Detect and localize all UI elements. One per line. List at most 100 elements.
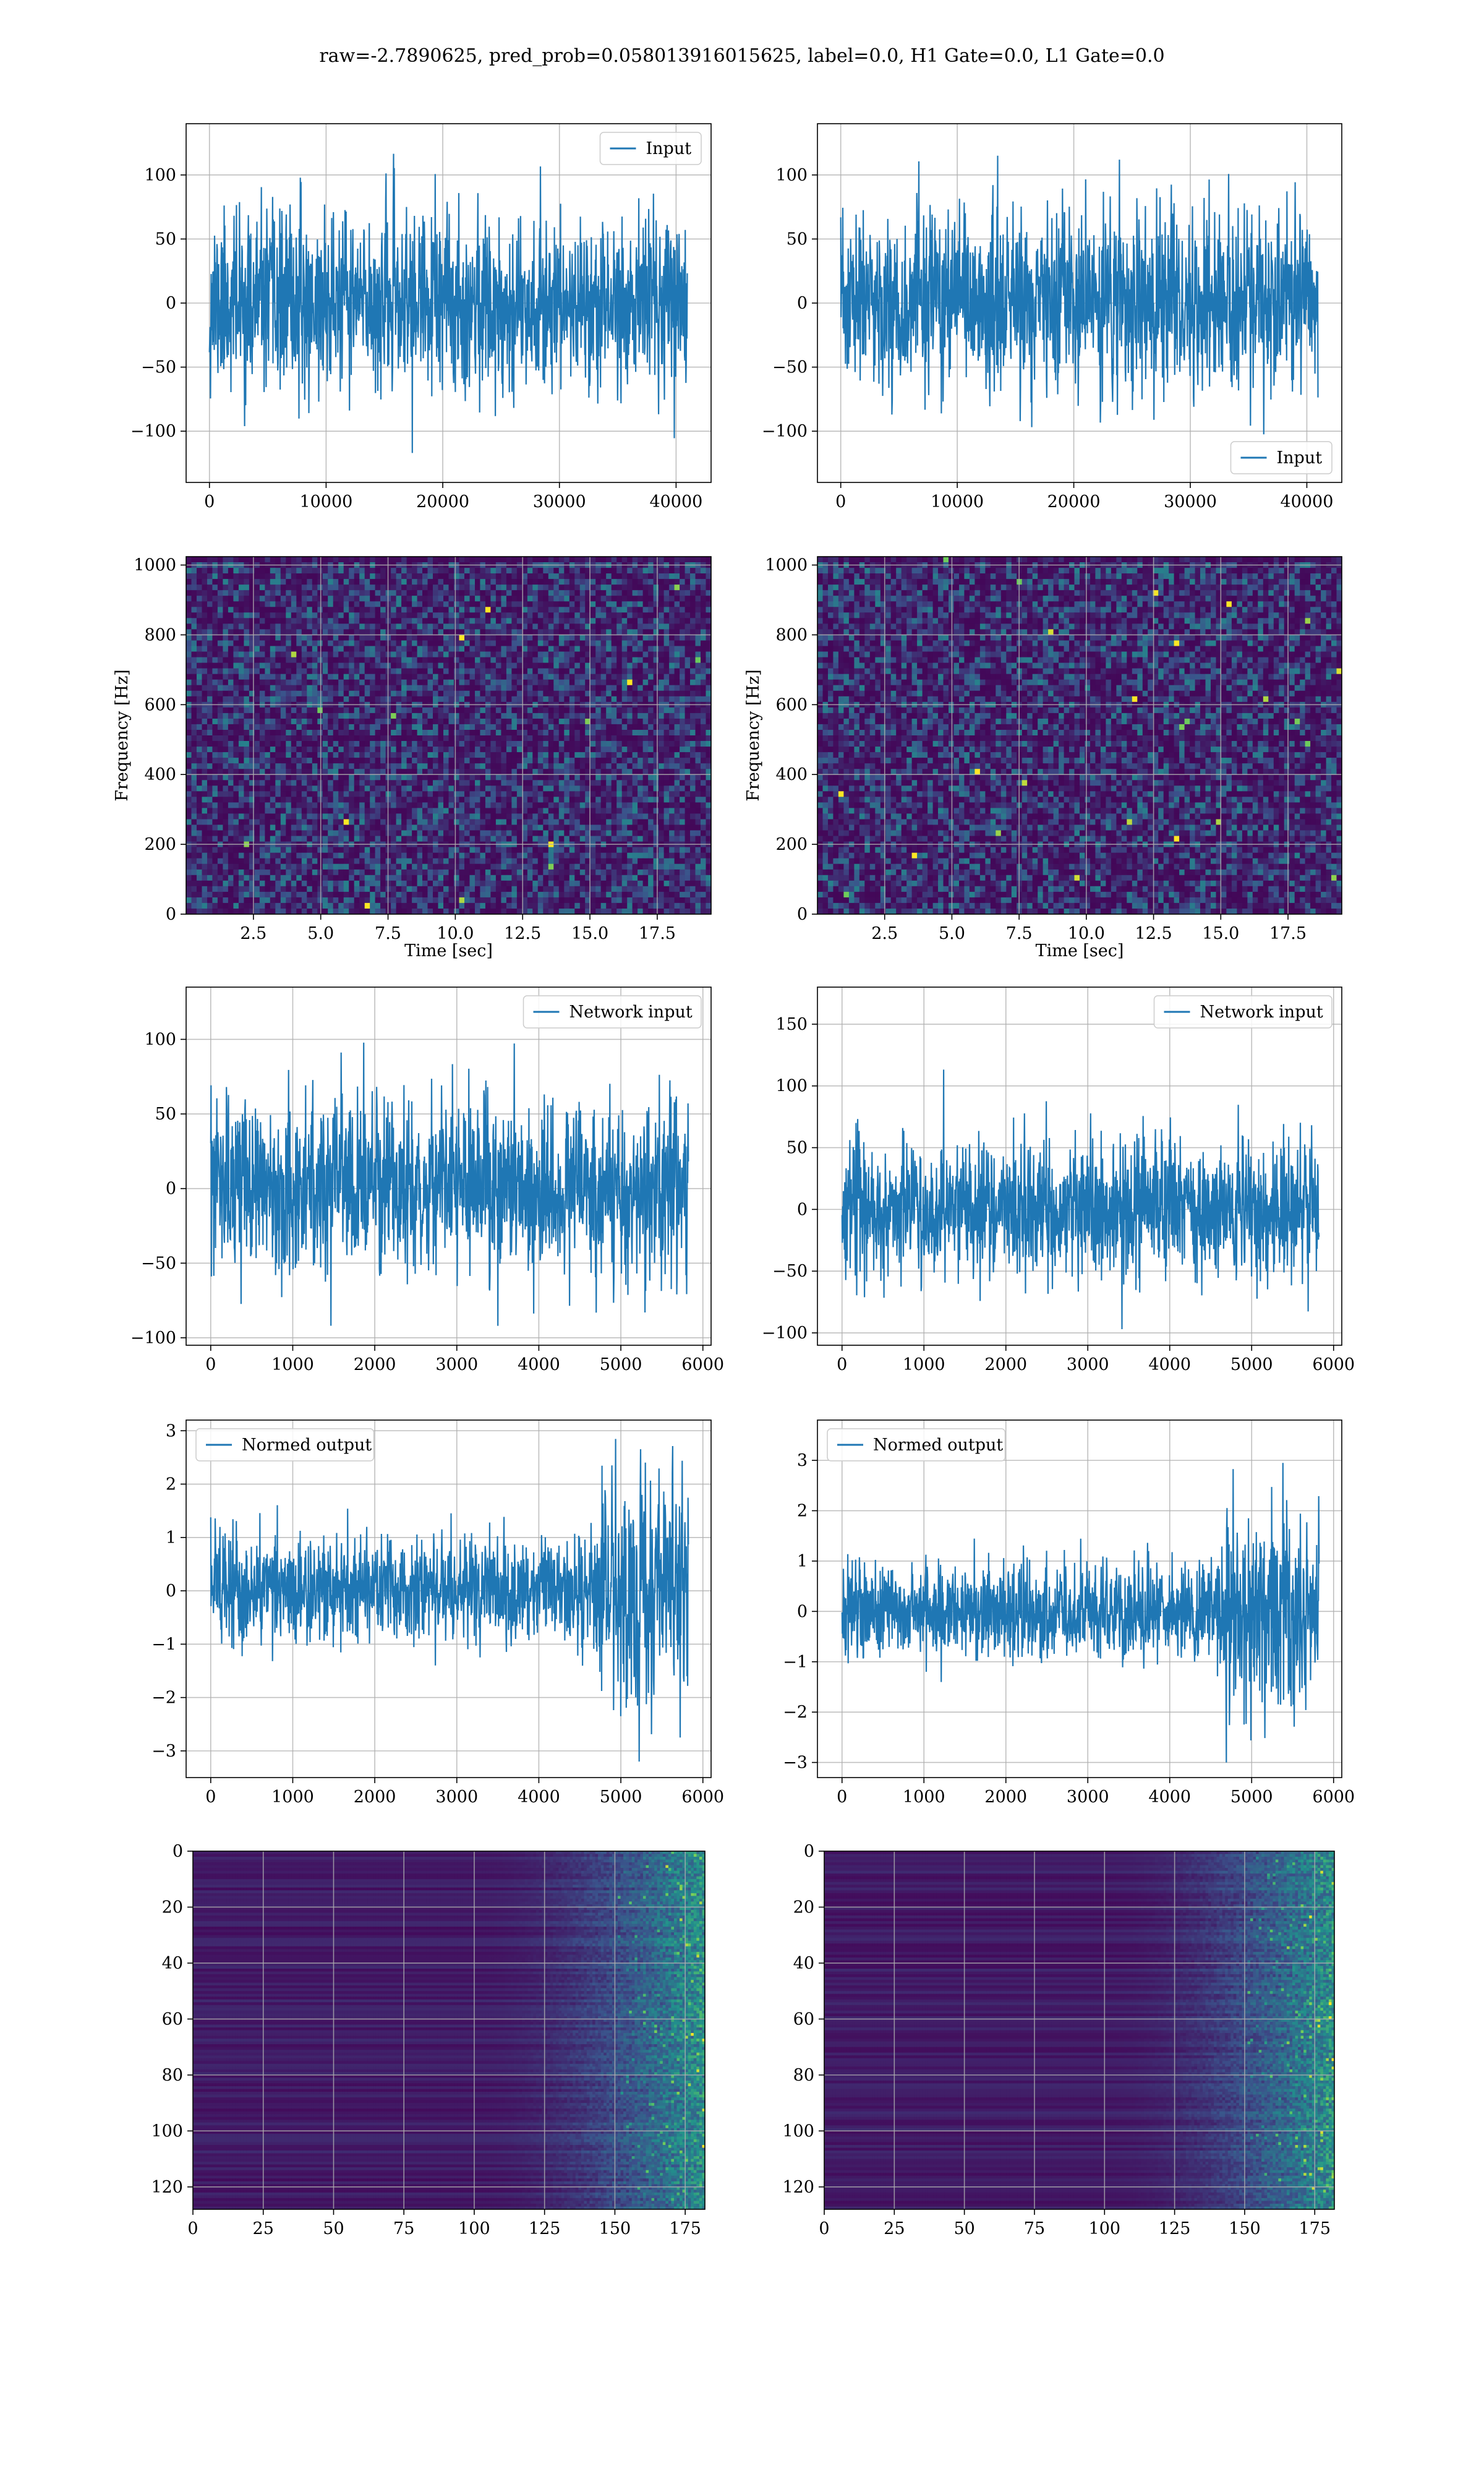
spectrogram-cell — [375, 808, 381, 814]
spectrogram-cell — [511, 651, 518, 658]
spectrogram-cell — [422, 601, 429, 607]
spectrogram-cell — [469, 640, 475, 647]
spectrogram-cell — [254, 808, 260, 814]
spectrogram-cell — [532, 685, 539, 691]
spectrogram-cell — [632, 780, 638, 786]
spectrogram-cell — [616, 819, 623, 826]
spectrogram-cell — [433, 579, 439, 585]
spectrogram-cell — [443, 797, 450, 803]
spectrogram-cell — [412, 763, 418, 769]
spectrogram-cell — [627, 707, 633, 714]
spectrogram-cell — [527, 557, 533, 563]
spectrogram-cell — [427, 685, 433, 691]
spectrogram-cell — [244, 713, 250, 719]
spectrogram-cell — [553, 741, 560, 747]
spectrogram-cell — [359, 713, 365, 719]
spectrogram-cell — [611, 668, 617, 675]
spectrogram-cell — [674, 813, 680, 820]
spectrogram-cell — [590, 785, 596, 792]
spectrogram-cell — [653, 635, 659, 641]
spectrogram-cell — [469, 579, 475, 585]
spectrogram-cell — [391, 785, 397, 792]
spectrogram-cell — [475, 824, 481, 831]
spectrogram-cell — [443, 629, 450, 635]
spectrogram-cell — [522, 573, 528, 580]
spectrogram-cell — [343, 657, 349, 664]
spectrogram-cell — [621, 607, 628, 613]
spectrogram-cell — [307, 785, 313, 792]
spectrogram-cell — [438, 662, 444, 669]
spectrogram-cell — [364, 662, 370, 669]
spectrogram-cell — [244, 752, 250, 758]
spectrogram-cell — [333, 696, 339, 703]
spectrogram-cell — [475, 802, 481, 808]
spectrogram-cell — [627, 824, 633, 831]
spectrogram-cell — [401, 623, 407, 630]
spectrogram-cell — [191, 802, 197, 808]
spectrogram-cell — [338, 640, 344, 647]
spectrogram-cell — [291, 813, 297, 820]
spectrogram-cell — [501, 774, 507, 781]
spectrogram-cell — [349, 635, 355, 641]
spectrogram-cell — [548, 668, 554, 675]
spectrogram-cell — [312, 635, 318, 641]
spectrogram-cell — [202, 813, 208, 820]
spectrogram-cell — [328, 557, 334, 563]
spectrogram-cell — [270, 785, 276, 792]
spectrogram-cell — [642, 674, 649, 680]
spectrogram-cell — [427, 601, 433, 607]
spectrogram-cell — [595, 579, 602, 585]
spectrogram-cell — [706, 601, 711, 607]
spectrogram-cell — [454, 646, 460, 653]
spectrogram-cell — [254, 557, 260, 563]
spectrogram-cell — [244, 557, 250, 563]
spectrogram-cell — [443, 668, 450, 675]
spectrogram-cell — [569, 657, 575, 664]
spectrogram-cell — [585, 612, 591, 618]
spectrogram-cell — [270, 819, 276, 826]
spectrogram-cell — [680, 651, 686, 658]
spectrogram-cell — [401, 590, 407, 596]
spectrogram-cell — [296, 791, 302, 797]
spectrogram-cell — [663, 584, 670, 591]
spectrogram-cell — [343, 573, 349, 580]
spectrogram-cell — [632, 696, 638, 703]
spectrogram-cell — [422, 696, 429, 703]
spectrogram-cell — [558, 579, 565, 585]
spectrogram-cell — [223, 696, 229, 703]
spectrogram-cell — [417, 579, 423, 585]
spectrogram-cell — [301, 568, 307, 574]
spectrogram-cell — [265, 601, 271, 607]
spectrogram-cell — [233, 752, 239, 758]
spectrogram-cell — [516, 718, 522, 725]
spectrogram-cell — [291, 763, 297, 769]
spectrogram-cell — [648, 741, 654, 747]
spectrogram-cell — [548, 747, 554, 753]
spectrogram-cell — [259, 635, 265, 641]
spectrogram-cell — [259, 797, 265, 803]
spectrogram-cell — [296, 657, 302, 664]
spectrogram-cell — [233, 612, 239, 618]
spectrogram-cell — [606, 824, 612, 831]
spectrogram-cell — [648, 718, 654, 725]
spectrogram-cell — [642, 679, 649, 686]
spectrogram-cell — [217, 657, 223, 664]
spectrogram-cell — [653, 735, 659, 742]
spectrogram-cell — [680, 596, 686, 602]
spectrogram-cell — [464, 802, 471, 808]
spectrogram-cell — [275, 808, 281, 814]
spectrogram-cell — [396, 596, 402, 602]
spectrogram-cell — [406, 724, 412, 730]
spectrogram-cell — [690, 769, 696, 775]
spectrogram-cell — [412, 573, 418, 580]
spectrogram-cell — [548, 579, 554, 585]
spectrogram-cell — [506, 685, 512, 691]
spectrogram-cell — [202, 713, 208, 719]
spectrogram-cell — [501, 707, 507, 714]
spectrogram-cell — [286, 646, 292, 653]
spectrogram-cell — [659, 646, 665, 653]
spectrogram-cell — [391, 646, 397, 653]
spectrogram-cell — [516, 629, 522, 635]
spectrogram-cell — [328, 623, 334, 630]
spectrogram-cell — [695, 752, 701, 758]
